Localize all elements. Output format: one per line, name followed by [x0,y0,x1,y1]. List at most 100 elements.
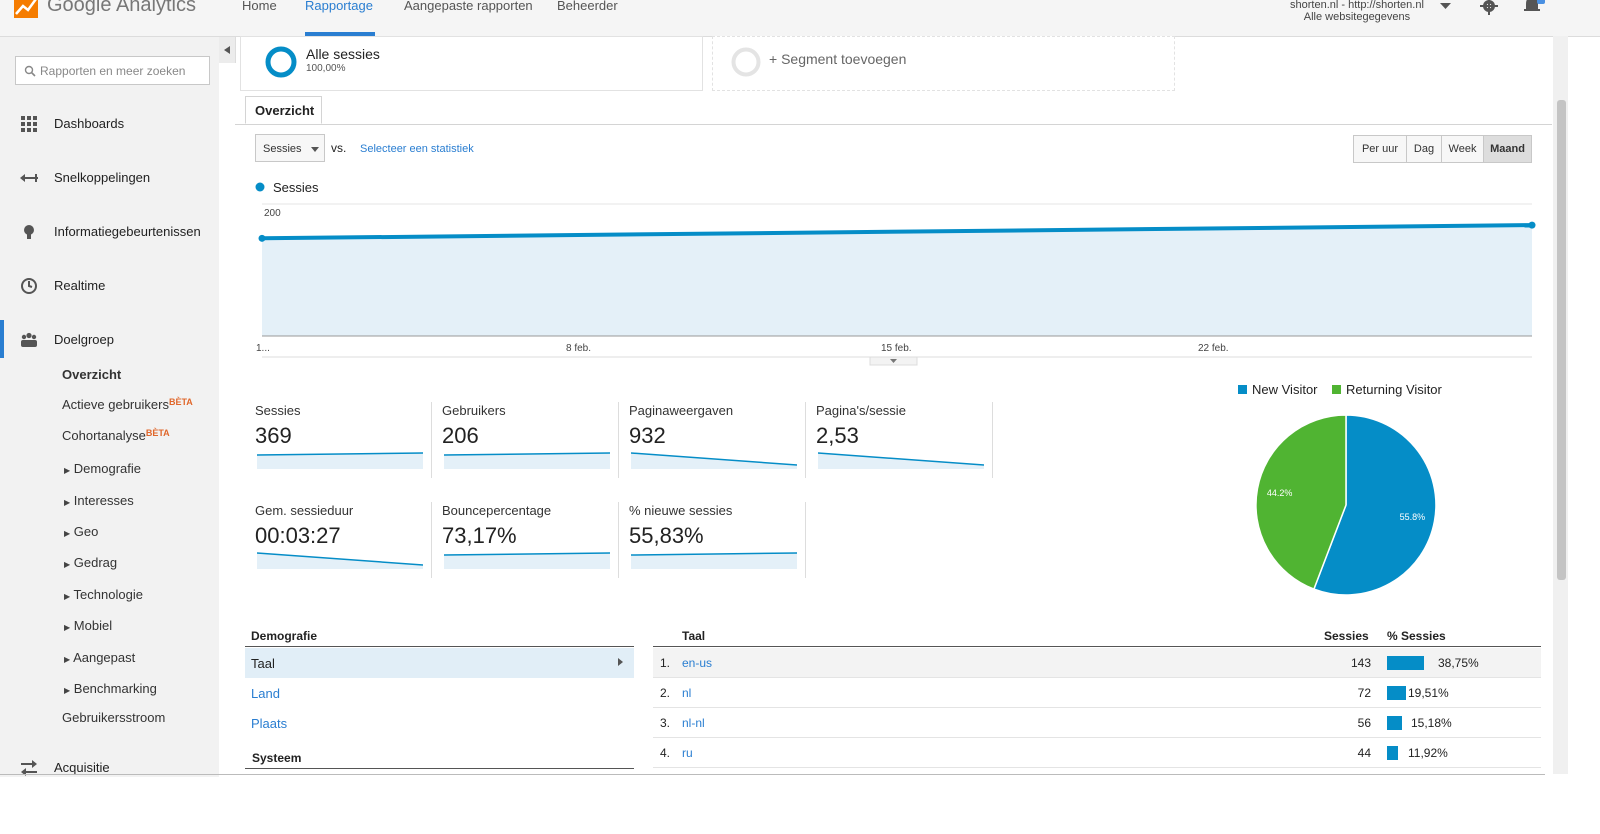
sidebar-sub-interests[interactable]: ▶ Interesses [64,493,134,508]
row-language-link[interactable]: ru [682,746,693,760]
demographics-item-language[interactable]: Taal [245,648,634,678]
header-rule [245,646,634,647]
sidebar-sub-label: Technologie [73,587,143,602]
sidebar-sub-label: Gedrag [73,555,118,570]
nav-admin[interactable]: Beheerder [557,0,618,13]
sidebar-sub-label: Actieve gebruikers [62,397,169,412]
row-percent-bar [1387,686,1406,700]
segment-ring-icon [265,46,297,78]
sparkline-area [257,553,423,569]
segment-name: Alle sessies [306,46,380,62]
sidebar-sub-benchmarking[interactable]: ▶ Benchmarking [64,681,157,696]
demographics-item-country[interactable]: Land [251,686,280,701]
period-per-hour-button[interactable]: Per uur [1353,135,1407,163]
sidebar-sub-overview[interactable]: Overzicht [62,367,122,382]
segment-all-sessions[interactable]: Alle sessies 100,00% [240,36,703,91]
bottom-divider [0,774,1545,775]
table-row[interactable]: 3. nl-nl 56 15,18% [653,708,1541,738]
search-icon [24,65,36,77]
sparkline [257,552,423,569]
table-row[interactable]: 1. en-us 143 38,75% [653,648,1541,678]
sparkline [444,552,610,569]
chevron-down-icon [890,359,897,363]
shortcut-arrow-icon [20,174,38,182]
row-percent: 11,92% [1408,746,1448,760]
legend-swatch [1332,385,1341,394]
row-rank: 1. [660,656,671,670]
vs-label: vs. [331,141,347,155]
metric-pages-per-session-value: 2,53 [816,423,859,448]
pie-value-label: 44.2% [1267,488,1293,498]
data-point[interactable] [258,234,266,242]
sparkline-area [818,453,984,469]
sessions-chart: Sessies 200 100 1... 8 feb. 15 feb. 22 f… [255,180,1536,366]
select-statistic-link[interactable]: Selecteer een statistiek [360,143,474,155]
nav-home[interactable]: Home [242,0,277,13]
sidebar-sub-mobile[interactable]: ▶ Mobiel [64,618,113,633]
header-rule [245,768,634,769]
demographics-item-city[interactable]: Plaats [251,716,288,731]
sparkline [631,452,797,469]
x-tick-label: 8 feb. [566,343,591,354]
account-selector[interactable]: shorten.nl - http://shorten.nl Alle webs… [1290,0,1424,23]
add-segment-card[interactable]: + Segment toevoegen [712,36,1175,91]
metric-sessions-label: Sessies [255,403,301,418]
analytics-logo-icon [14,0,38,18]
sidebar-sub-demographics[interactable]: ▶ Demografie [64,461,141,476]
period-month-button[interactable]: Maand [1483,135,1532,163]
x-tick-label: 22 feb. [1198,343,1229,354]
lightbulb-icon [24,225,34,239]
search-box[interactable]: Rapporten en meer zoeken [15,56,210,85]
tab-overview[interactable]: Overzicht [245,96,322,124]
account-dropdown-icon[interactable] [1440,3,1452,11]
sparkline [257,452,423,469]
metric-select[interactable]: Sessies [255,134,325,162]
sparkline-line [257,552,423,566]
sparkline-area [631,553,797,569]
gear-icon[interactable] [1480,0,1498,15]
sparkline-area [257,453,423,469]
metric-avg-duration-value: 00:03:27 [255,523,341,548]
legend-label: Returning Visitor [1346,382,1443,397]
demographics-item-label: Taal [251,656,275,671]
table-row[interactable]: 2. nl 72 19,51% [653,678,1541,708]
row-sessions: 72 [1357,686,1371,700]
account-view: Alle websitegegevens [1303,11,1411,23]
empty-segment-ring-icon [731,47,761,77]
sparkline-line [631,552,797,556]
pie-slice-returning-visitor[interactable] [1255,414,1347,591]
sparkline [631,552,797,569]
nav-custom-reports[interactable]: Aangepaste rapporten [404,0,533,13]
sidebar-sub-active-users[interactable]: Actieve gebruikersBÈTA [62,397,193,412]
legend-swatch [255,182,265,192]
nav-rapportage[interactable]: Rapportage [305,0,373,13]
sidebar-sub-behavior[interactable]: ▶ Gedrag [64,555,118,570]
sidebar-sub-geo[interactable]: ▶ Geo [64,524,99,539]
period-day-button[interactable]: Dag [1406,135,1442,163]
sidebar-sub-custom[interactable]: ▶ Aangepast [64,650,136,665]
period-week-button[interactable]: Week [1441,135,1484,163]
row-language-link[interactable]: nl [682,686,692,700]
sidebar-sub-technology[interactable]: ▶ Technologie [64,587,143,602]
sidebar-sub-label: Benchmarking [73,681,157,696]
pie-slice-new-visitor[interactable] [1312,414,1437,596]
legend-label: New Visitor [1252,382,1318,397]
row-language-link[interactable]: nl-nl [682,716,705,730]
row-rank: 2. [660,686,671,700]
sidebar-sub-cohort[interactable]: CohortanalyseBÈTA [62,428,170,443]
grid-icon [21,116,37,132]
tab-baseline [235,124,1552,125]
row-sessions: 56 [1357,716,1371,730]
row-language-link[interactable]: en-us [682,656,713,670]
active-section-indicator [0,320,4,358]
row-percent: 15,18% [1411,716,1452,730]
header-rule [653,646,1541,647]
table-row[interactable]: 4. ru 44 11,92% [653,738,1541,768]
x-tick-label: 1... [256,343,270,354]
sidebar-collapse-button[interactable] [219,37,236,63]
sidebar-sub-users-flow[interactable]: Gebruikersstroom [62,710,166,725]
bell-icon[interactable] [1523,0,1545,16]
scrollbar-thumb[interactable] [1557,100,1566,580]
data-point[interactable] [1528,221,1536,229]
metric-users-label: Gebruikers [442,403,506,418]
